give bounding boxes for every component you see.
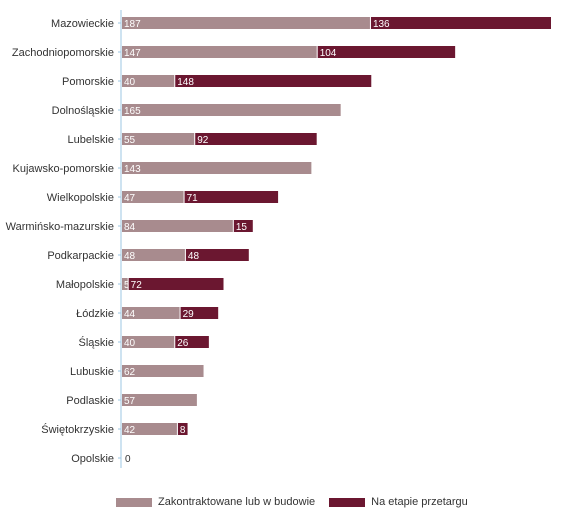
value-label-tender: 148 <box>177 77 194 88</box>
value-label-contracted: 84 <box>124 222 136 233</box>
category-label: Dolnośląskie <box>52 105 114 117</box>
value-label-tender: 104 <box>320 48 337 59</box>
bar-contracted <box>122 75 175 87</box>
value-label-tender: 92 <box>197 135 209 146</box>
category-label: Pomorskie <box>62 76 114 88</box>
bar-tender <box>175 75 372 87</box>
legend-item-contracted: Zakontraktowane lub w budowie <box>116 496 315 508</box>
bar-tender <box>370 17 551 29</box>
category-label: Łódzkie <box>76 308 114 320</box>
value-label-contracted: 44 <box>124 309 136 320</box>
legend-label-tender: Na etapie przetargu <box>371 496 468 508</box>
bar-tender <box>185 249 249 261</box>
bar-tender <box>233 220 253 232</box>
bar-tender <box>195 133 317 145</box>
value-label-zero: 0 <box>125 454 131 465</box>
value-label-tender: 136 <box>373 19 390 30</box>
bar-tender <box>175 336 209 348</box>
bar-tender <box>177 423 188 435</box>
bar-tender <box>184 191 279 203</box>
bar-contracted <box>122 133 195 145</box>
value-label-tender: 29 <box>183 309 195 320</box>
value-label-contracted: 143 <box>124 164 141 175</box>
category-label: Śląskie <box>79 336 114 349</box>
bar-contracted <box>122 249 185 261</box>
value-label-tender: 8 <box>180 425 186 436</box>
category-label: Zachodniopomorskie <box>12 47 114 59</box>
category-label: Opolskie <box>71 453 114 465</box>
value-label-contracted: 48 <box>124 251 136 262</box>
value-label-contracted: 40 <box>124 77 136 88</box>
bar-contracted <box>122 307 180 319</box>
category-label: Lubuskie <box>70 366 114 378</box>
value-label-tender: 72 <box>131 280 143 291</box>
legend-item-tender: Na etapie przetargu <box>329 496 468 508</box>
category-label: Lubelskie <box>68 134 114 146</box>
category-label: Wielkopolskie <box>47 192 114 204</box>
bar-chart: Mazowieckie 187 136 Zachodniopomorskie 147 10… <box>6 10 551 468</box>
value-label-tender: 26 <box>177 338 189 349</box>
value-label-contracted: 47 <box>124 193 136 204</box>
bar-contracted <box>122 394 197 406</box>
category-label: Świętokrzyskie <box>41 423 114 436</box>
bar-contracted <box>122 220 233 232</box>
bar-tender <box>128 278 224 290</box>
value-label-contracted: 57 <box>124 396 136 407</box>
category-label: Warmińsko-mazurskie <box>6 221 114 233</box>
value-label-contracted: 42 <box>124 425 136 436</box>
legend-swatch-tender <box>329 497 366 507</box>
category-label: Małopolskie <box>56 279 114 291</box>
value-label-contracted: 62 <box>124 367 136 378</box>
bar-tender <box>317 46 456 58</box>
legend-label-contracted: Zakontraktowane lub w budowie <box>158 496 316 508</box>
value-label-contracted: 5 <box>124 280 130 291</box>
value-label-tender: 15 <box>236 222 248 233</box>
value-label-tender: 71 <box>187 193 199 204</box>
bar-contracted <box>122 278 128 290</box>
value-label-tender: 48 <box>188 251 200 262</box>
value-label-contracted: 187 <box>124 19 141 30</box>
bar-contracted <box>122 423 177 435</box>
bar-contracted <box>122 365 204 377</box>
category-label: Kujawsko-pomorskie <box>13 163 114 175</box>
bar-tender <box>180 307 219 319</box>
bar-contracted <box>122 46 317 58</box>
bar-contracted <box>122 336 175 348</box>
category-label: Mazowieckie <box>51 18 114 30</box>
legend-swatch-contracted <box>116 497 152 507</box>
bar-contracted <box>122 162 312 174</box>
category-label: Podkarpackie <box>47 250 114 262</box>
value-label-contracted: 40 <box>124 338 136 349</box>
value-label-contracted: 55 <box>124 135 136 146</box>
bar-contracted <box>122 17 370 29</box>
bar-contracted <box>122 191 184 203</box>
value-label-contracted: 147 <box>124 48 141 59</box>
bar-contracted <box>122 104 341 116</box>
value-label-contracted: 165 <box>124 106 141 117</box>
category-label: Podlaskie <box>66 395 114 407</box>
legend: Zakontraktowane lub w budowie Na etapie … <box>116 496 482 508</box>
